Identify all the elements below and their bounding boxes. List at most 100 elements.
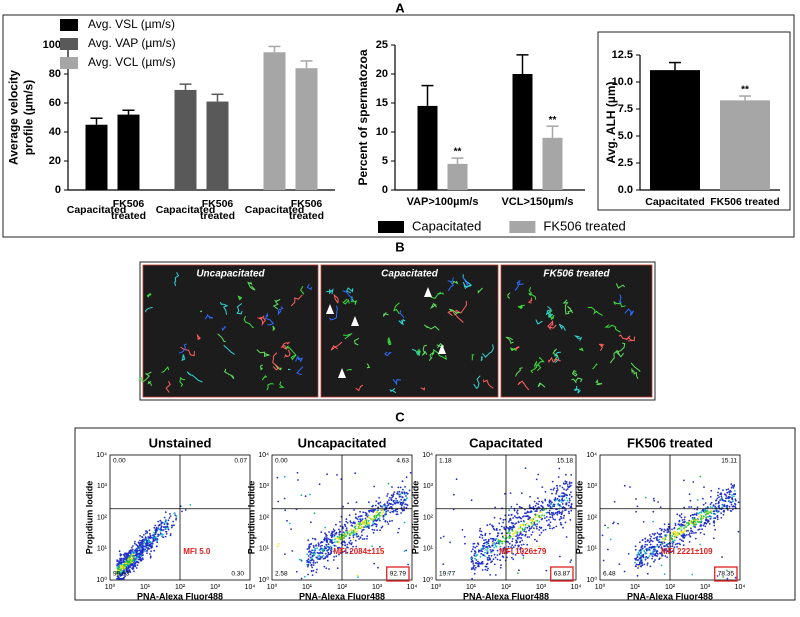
- event-dot: [635, 549, 637, 551]
- event-dot: [711, 510, 713, 512]
- event-dot: [655, 537, 657, 539]
- event-dot: [660, 544, 662, 546]
- legend-label: FK506 treated: [543, 218, 625, 233]
- event-dot: [331, 551, 333, 553]
- event-dot: [308, 561, 310, 563]
- event-dot: [346, 518, 348, 520]
- event-dot: [382, 526, 384, 528]
- event-dot: [142, 559, 144, 561]
- event-dot: [529, 506, 531, 508]
- event-dot: [558, 496, 560, 498]
- event-dot: [156, 528, 158, 530]
- event-dot: [356, 524, 358, 526]
- event-dot: [637, 556, 639, 558]
- event-dot: [337, 536, 339, 538]
- event-dot: [474, 553, 476, 555]
- event-dot: [521, 540, 523, 542]
- event-dot: [536, 479, 538, 481]
- event-dot: [487, 550, 489, 552]
- event-dot: [559, 512, 561, 514]
- event-dot: [733, 486, 735, 488]
- y-axis-label: Average velocityprofile (µm/s): [7, 70, 36, 165]
- event-dot: [672, 532, 674, 534]
- event-dot: [367, 524, 369, 526]
- legend-label: Avg. VAP (µm/s): [88, 36, 176, 50]
- event-dot: [148, 548, 150, 550]
- event-dot: [480, 553, 482, 555]
- event-dot: [674, 539, 676, 541]
- event-dot: [152, 540, 154, 542]
- event-dot: [325, 553, 327, 555]
- y-tick-label: 10²: [97, 514, 108, 521]
- event-dot: [661, 541, 663, 543]
- event-dot: [483, 543, 485, 545]
- event-dot: [135, 544, 137, 546]
- event-dot: [553, 514, 555, 516]
- event-dot: [528, 525, 530, 527]
- event-dot: [404, 503, 406, 505]
- event-dot: [322, 552, 324, 554]
- event-dot: [334, 539, 336, 541]
- event-dot: [349, 535, 351, 537]
- event-dot: [327, 546, 329, 548]
- event-dot: [729, 506, 731, 508]
- event-dot: [638, 565, 640, 567]
- event-dot: [396, 511, 398, 513]
- event-dot: [136, 548, 138, 550]
- event-dot: [644, 538, 646, 540]
- event-dot: [563, 483, 565, 485]
- bar: [264, 52, 286, 190]
- event-dot: [629, 486, 631, 488]
- event-dot: [691, 532, 693, 534]
- event-dot: [367, 522, 369, 524]
- event-dot: [170, 515, 172, 517]
- event-dot: [666, 556, 668, 558]
- event-dot: [566, 481, 568, 483]
- event-dot: [570, 506, 572, 508]
- event-dot: [538, 529, 540, 531]
- event-dot: [552, 518, 554, 520]
- event-dot: [130, 553, 132, 555]
- event-dot: [338, 534, 340, 536]
- event-dot: [534, 501, 536, 503]
- event-dot: [315, 557, 317, 559]
- quadrant-value: 15.11: [721, 458, 737, 465]
- event-dot: [397, 532, 399, 534]
- event-dot: [508, 536, 510, 538]
- event-dot: [672, 543, 674, 545]
- event-dot: [163, 522, 165, 524]
- event-dot: [489, 559, 491, 561]
- event-dot: [386, 505, 388, 507]
- event-dot: [309, 550, 311, 552]
- event-dot: [399, 496, 401, 498]
- event-dot: [156, 546, 158, 548]
- event-dot: [559, 556, 561, 558]
- event-dot: [518, 522, 520, 524]
- event-dot: [336, 541, 338, 543]
- event-dot: [124, 556, 126, 558]
- event-dot: [705, 517, 707, 519]
- event-dot: [284, 509, 286, 511]
- event-dot: [525, 515, 527, 517]
- event-dot: [372, 522, 374, 524]
- y-tick-label: 10¹: [587, 546, 598, 553]
- event-dot: [147, 544, 149, 546]
- event-dot: [643, 564, 645, 566]
- panel-label: C: [395, 409, 405, 424]
- event-dot: [123, 578, 125, 580]
- event-dot: [153, 538, 155, 540]
- event-dot: [145, 546, 147, 548]
- event-dot: [360, 527, 362, 529]
- event-dot: [140, 555, 142, 557]
- event-dot: [124, 558, 126, 560]
- event-dot: [725, 495, 727, 497]
- event-dot: [323, 566, 325, 568]
- event-dot: [340, 538, 342, 540]
- event-dot: [690, 506, 692, 508]
- event-dot: [405, 550, 407, 552]
- event-dot: [156, 541, 158, 543]
- event-dot: [373, 532, 375, 534]
- event-dot: [339, 521, 341, 523]
- event-dot: [525, 534, 527, 536]
